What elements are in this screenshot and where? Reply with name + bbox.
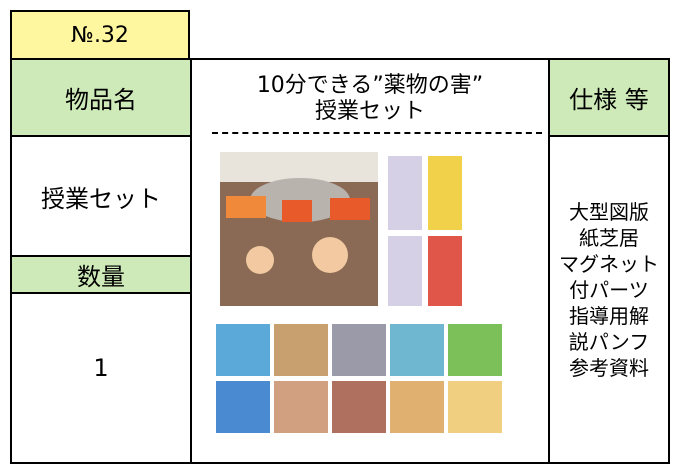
thumbnail <box>332 381 386 433</box>
spec-line: マグネット <box>559 251 659 276</box>
poster-box <box>330 198 370 220</box>
dashed-rule <box>212 132 542 134</box>
spec-line: 付パーツ <box>569 277 649 302</box>
spec-line: 指導用解 <box>569 303 649 328</box>
poster-header <box>220 152 378 182</box>
poster-face <box>246 246 274 274</box>
spec-header: 仕様 等 <box>569 86 649 114</box>
thumbnail <box>448 381 502 433</box>
card <box>428 156 462 230</box>
page: {"number":"№.32", "table":{ "item_name_h… <box>10 10 670 464</box>
item-name: 授業セット <box>41 184 161 213</box>
number: №.32 <box>71 22 129 48</box>
thumbnail <box>274 381 328 433</box>
header-cell: 仕様 等 <box>548 58 670 137</box>
card <box>428 236 462 306</box>
quantity-header: 数量 <box>77 263 125 291</box>
thumbnail <box>216 381 270 433</box>
thumbnail <box>390 324 444 376</box>
spec-line: 紙芝居 <box>579 225 639 250</box>
quantity: 1 <box>93 354 109 382</box>
product-images <box>216 152 502 433</box>
spec-line: 大型図版 <box>569 199 649 224</box>
title-line: 授業セット <box>314 98 425 124</box>
thumbnail <box>390 381 444 433</box>
item-name-header: 物品名 <box>65 86 137 114</box>
number-cell: №.32 <box>10 10 190 60</box>
thumbnail <box>448 324 502 376</box>
thumbnail <box>274 324 328 376</box>
poster-face <box>312 237 348 273</box>
thumbnail <box>216 324 270 376</box>
poster-box <box>282 200 312 222</box>
card <box>388 236 422 306</box>
card <box>388 156 422 230</box>
title-line: 10分できる”薬物の害” <box>256 72 484 98</box>
spec-line: 説パンフ <box>568 329 650 354</box>
poster-box <box>226 196 266 218</box>
thumbnail <box>332 324 386 376</box>
title-cell: 10分できる”薬物の害” 授業セット <box>190 58 550 137</box>
thumbnails <box>216 324 502 433</box>
spec-line: 参考資料 <box>569 355 649 380</box>
